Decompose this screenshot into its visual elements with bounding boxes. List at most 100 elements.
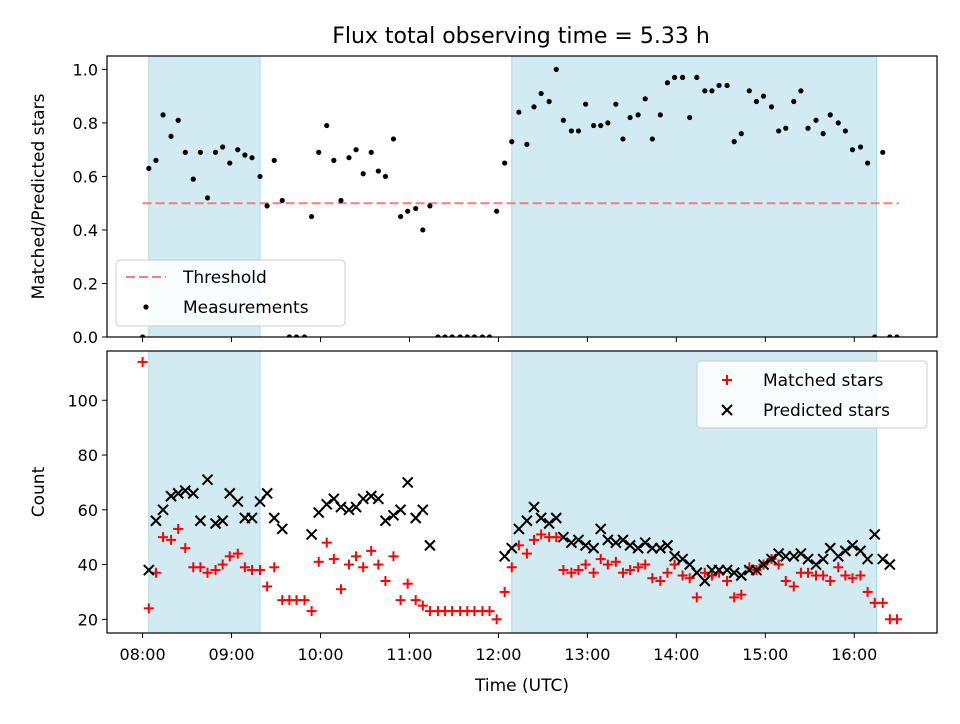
predicted-star-stroke xyxy=(424,539,436,552)
predicted-star-point xyxy=(506,542,518,554)
y-tick-label: 0.6 xyxy=(73,167,98,186)
measurement-point xyxy=(279,197,285,204)
matched-star-point xyxy=(239,562,250,573)
measurement-point xyxy=(783,125,789,131)
measurement-point xyxy=(502,160,508,166)
y-tick-label: 80 xyxy=(78,446,98,465)
matched-star-point xyxy=(706,570,717,581)
matched-star-point xyxy=(833,562,844,573)
measurement-point xyxy=(887,334,893,337)
plot-frame xyxy=(106,350,938,634)
matched-star-point xyxy=(313,556,324,567)
measurement-point xyxy=(139,334,146,337)
x-tick-label: 16:00 xyxy=(831,645,877,664)
predicted-star-stroke xyxy=(232,495,244,508)
predicted-star-point xyxy=(624,539,636,552)
measurement-point xyxy=(405,208,411,214)
predicted-star-point xyxy=(788,550,800,563)
x-tick-label: 11:00 xyxy=(386,645,432,664)
matched-star-point xyxy=(299,595,310,606)
predicted-star-point xyxy=(765,553,778,565)
measurement-point xyxy=(687,114,693,121)
matched-star-point xyxy=(825,575,836,586)
predicted-star-stroke xyxy=(861,553,874,565)
predicted-star-stroke xyxy=(788,550,800,563)
predicted-star-stroke xyxy=(157,504,169,516)
legend-box xyxy=(696,360,928,429)
predicted-star-stroke xyxy=(795,547,807,560)
legend-matched-label: Matched stars xyxy=(763,371,883,391)
predicted-star-stroke xyxy=(321,498,333,511)
predicted-star-point xyxy=(861,553,874,565)
matched-star-point xyxy=(499,586,510,597)
measurement-point xyxy=(175,117,181,123)
measurement-point xyxy=(324,122,330,129)
measurement-point xyxy=(849,147,856,153)
measurement-point xyxy=(605,120,611,126)
predicted-star-stroke xyxy=(335,501,347,513)
predicted-star-point xyxy=(246,512,258,524)
measurement-point xyxy=(649,136,655,142)
predicted-star-stroke xyxy=(246,512,258,524)
matched-star-point xyxy=(195,562,206,573)
matched-star-point xyxy=(855,570,866,581)
predicted-star-stroke xyxy=(824,542,836,554)
matched-star-point xyxy=(736,589,747,600)
measurement-point xyxy=(538,90,544,97)
matched-star-point xyxy=(722,575,733,586)
measurement-point xyxy=(560,117,566,123)
predicted-star-point xyxy=(735,569,747,582)
matched-star-point xyxy=(388,551,399,562)
predicted-star-point xyxy=(602,534,614,546)
predicted-star-point xyxy=(699,575,711,587)
predicted-star-stroke xyxy=(632,542,644,554)
predicted-star-point xyxy=(365,490,377,502)
predicted-star-stroke xyxy=(372,493,385,505)
matched-star-point xyxy=(210,565,221,576)
predicted-star-stroke xyxy=(521,515,533,527)
matched-star-point xyxy=(566,567,577,578)
measurement-point xyxy=(182,149,188,155)
matched-star-point xyxy=(373,559,384,570)
predicted-star-point xyxy=(632,542,644,554)
predicted-star-stroke xyxy=(810,558,822,571)
measurement-point xyxy=(635,112,641,118)
measurement-point xyxy=(235,147,241,153)
measurement-point xyxy=(531,104,537,110)
measurement-point xyxy=(613,101,619,107)
matched-star-point xyxy=(677,570,688,581)
matched-star-point xyxy=(891,614,902,625)
predicted-star-stroke xyxy=(735,569,747,582)
predicted-star-stroke xyxy=(661,539,674,552)
matched-star-point xyxy=(588,567,599,578)
matched-star-point xyxy=(137,356,148,367)
predicted-star-stroke xyxy=(268,512,280,524)
measurement-point xyxy=(813,117,819,123)
measurement-point xyxy=(760,93,767,99)
predicted-star-point xyxy=(424,539,436,552)
predicted-star-point xyxy=(357,493,369,505)
predicted-star-stroke xyxy=(276,523,288,535)
matched-star-point xyxy=(655,575,666,586)
measurement-point xyxy=(464,334,470,337)
predicted-star-point xyxy=(187,487,199,500)
measurement-point xyxy=(242,152,248,158)
measurement-point xyxy=(516,109,522,115)
measurement-point xyxy=(286,334,292,337)
y-axis-label: Matched/Predicted stars xyxy=(29,93,49,299)
predicted-star-stroke xyxy=(357,493,369,505)
predicted-star-point xyxy=(143,564,155,576)
predicted-star-point xyxy=(795,547,807,560)
predicted-star-point xyxy=(179,484,191,497)
measurement-point xyxy=(872,334,878,337)
measurement-point xyxy=(694,74,700,81)
predicted-star-point xyxy=(639,536,651,549)
measurement-point xyxy=(591,122,597,129)
y-tick-label: 1.0 xyxy=(73,60,98,79)
measurement-point xyxy=(375,168,381,174)
predicted-star-stroke xyxy=(832,550,844,563)
measurement-point xyxy=(227,160,233,166)
plot-area xyxy=(139,56,900,337)
predicted-star-stroke xyxy=(224,487,236,500)
matched-star-point xyxy=(166,534,177,545)
